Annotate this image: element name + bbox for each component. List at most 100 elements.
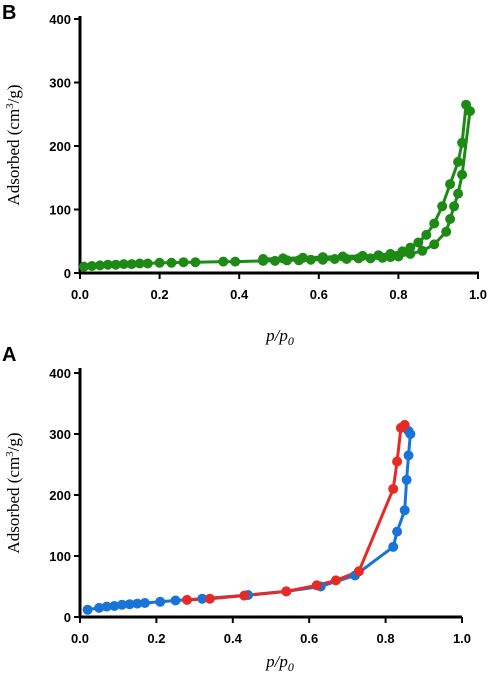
x-tick-label: 1.0 [453,631,471,646]
series-line [263,104,468,261]
data-point [118,259,129,270]
y-tick-label: 200 [49,488,71,503]
data-point [270,255,280,266]
data-point [204,593,215,604]
data-point [297,252,308,263]
data-point [395,422,406,433]
data-point [239,590,250,601]
data-point [317,252,328,263]
panel-letter: A [2,344,16,366]
data-point [102,259,113,270]
data-point [79,261,89,272]
data-point [182,594,192,605]
data-point [218,256,229,267]
series-group [79,99,475,272]
y-tick-label: 0 [64,610,71,625]
data-point [305,254,316,265]
data-point [178,257,189,268]
x-tick-label: 1.0 [469,287,487,302]
y-tick-label: 200 [49,139,71,154]
data-point [437,201,448,212]
data-point [392,456,403,467]
data-point [417,245,428,256]
data-point [403,450,414,461]
chart-panel-b: B 0.0 0.2 0.4 0.6 0.8 1.0 0 100 200 300 400 Adsor… [2,2,487,348]
data-point [166,257,177,268]
data-point [94,602,105,613]
data-point [421,229,432,240]
data-point [117,599,127,610]
data-point [385,248,396,259]
data-point [445,214,456,224]
data-point [258,254,269,264]
x-tick-label: 0.2 [151,287,169,302]
data-point [357,250,368,261]
data-point [329,254,340,264]
x-axis-title: p/p0 [265,652,294,674]
x-tick-label: 0.0 [71,287,89,302]
x-tick-label: 0.2 [147,631,165,646]
data-point [170,595,181,606]
y-tick-label: 100 [49,549,71,564]
y-tick-label: 300 [49,76,71,91]
data-point [101,601,112,612]
data-point [392,526,403,537]
y-axis-title: Adsorbed (cm3/g) [4,84,23,205]
y-axis-ticks: 0 100 200 300 400 [49,12,80,281]
series-line [186,423,406,602]
chart-panel-a: A 0.0 0.2 0.4 0.6 0.8 1.0 0 100 200 300 400 Adsor… [2,344,471,674]
data-point [445,179,456,190]
data-point [155,596,166,607]
x-tick-label: 0.4 [230,287,249,302]
data-point [353,566,364,577]
data-point [453,188,464,199]
data-point [457,137,468,148]
data-point [337,251,348,262]
panel-letter: B [2,2,16,24]
data-point [441,226,452,237]
data-point [330,575,341,586]
data-point [397,246,408,257]
data-point [278,253,288,264]
data-point [457,169,468,180]
series-group [82,419,416,615]
data-point [132,598,143,609]
data-point [109,601,120,611]
y-tick-label: 400 [49,366,71,381]
y-tick-label: 0 [64,266,71,281]
y-tick-label: 300 [49,427,71,442]
data-point [373,250,384,261]
x-tick-label: 0.6 [300,631,318,646]
data-point [142,258,153,269]
x-axis-ticks: 0.0 0.2 0.4 0.6 0.8 1.0 [71,273,487,302]
data-point [461,99,472,110]
x-tick-label: 0.8 [389,287,407,302]
data-point [281,586,292,597]
data-point [453,156,464,167]
data-point [86,261,97,271]
data-point [190,257,201,268]
data-point [124,599,135,610]
x-tick-label: 0.6 [310,287,328,302]
data-point [405,242,416,253]
y-axis-title: Adsorbed (cm3/g) [4,432,23,553]
series-line [87,430,412,612]
x-tick-label: 0.0 [71,631,89,646]
data-point [388,483,399,494]
data-point [388,541,399,552]
data-point [154,257,165,268]
data-point [449,201,460,212]
data-point [401,474,412,485]
x-axis-title: p/p0 [265,326,294,348]
x-tick-label: 0.4 [224,631,243,646]
data-point [365,253,376,264]
data-point [413,237,424,248]
x-tick-label: 0.8 [377,631,395,646]
data-point [139,598,150,608]
data-point [134,258,145,269]
data-point [311,580,322,591]
data-point [94,260,105,271]
data-point [110,259,121,270]
y-tick-label: 400 [49,12,71,27]
